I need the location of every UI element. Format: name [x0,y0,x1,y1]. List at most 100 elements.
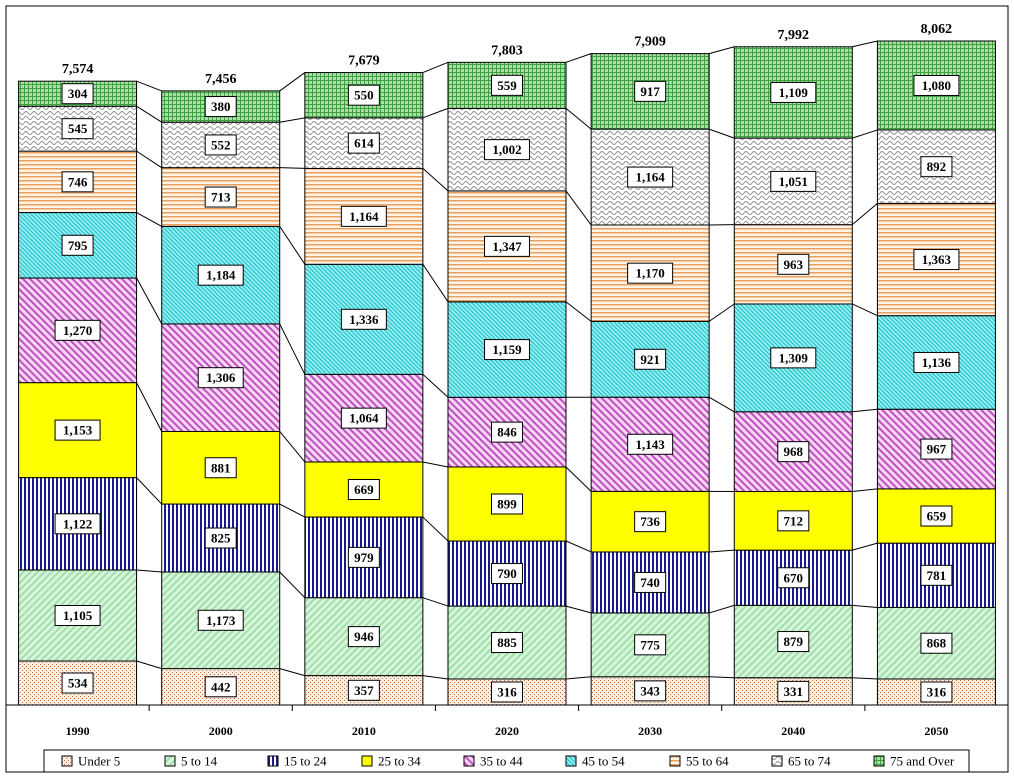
segment-value-label: 979 [354,550,374,565]
segment-label-box [484,139,530,161]
segment-value-label: 316 [497,684,517,699]
segment-label-box [347,679,380,701]
segment-value-label: 659 [927,509,947,524]
series-connector [422,675,449,680]
series-connector [279,167,305,169]
series-connector [136,80,162,92]
segment-label-box [634,680,667,702]
legend-entry: 5 to 14 [181,754,218,769]
segment-label-box [627,262,674,284]
series-connector [565,676,592,680]
segment-label-box [920,156,953,178]
segment-value-label: 736 [640,514,660,529]
segment-value-label: 357 [354,683,374,698]
segment-label-box [204,457,237,479]
segment-label-box [54,605,101,627]
segment-value-label: 712 [784,513,804,528]
total-label: 8,062 [921,22,953,37]
series-connector [422,264,449,303]
segment-value-label: 1,164 [349,209,379,224]
segment-label-box [627,166,674,188]
segment-label-box [913,74,960,96]
segment-value-label: 670 [784,570,804,585]
segment-value-label: 304 [68,86,88,101]
segment-value-label: 885 [497,635,517,650]
series-connector [852,303,878,317]
series-connector [708,128,735,139]
legend-entry: 35 to 44 [480,754,523,769]
segment-value-label: 917 [640,84,660,99]
segment-value-label: 1,164 [636,170,666,185]
segment-label-box [204,527,237,549]
segment-label-box [913,249,960,271]
segment-value-label: 1,080 [922,78,951,93]
segment-label-box [920,438,953,460]
x-tick-label: 2020 [495,724,519,738]
series-connector [851,203,878,226]
segment-value-label: 552 [211,137,231,152]
segment-value-label: 1,109 [779,85,809,100]
series-connector [279,431,306,463]
segment-label-box [491,681,523,703]
segment-value-label: 343 [640,683,660,698]
segment-label-box [61,234,94,256]
legend-swatch [361,755,373,767]
segment-label-box [777,253,810,275]
segment-label-box [54,419,101,441]
segment-value-label: 881 [211,460,231,475]
series-connector [852,542,878,551]
series-connector [279,503,306,518]
segment-label-box [920,505,953,527]
segment-value-label: 781 [927,568,947,583]
segment-value-label: 846 [497,425,517,440]
segment-label-box [204,186,237,208]
segment-value-label: 1,173 [206,613,236,628]
series-connector [565,53,592,63]
segment-value-label: 559 [497,78,517,93]
segment-label-box [197,609,244,631]
segment-value-label: 1,347 [492,239,522,254]
segment-label-box [484,339,530,361]
legend-entry: 15 to 24 [284,754,327,769]
segment-label-box [920,681,953,703]
segment-label-box [770,347,817,369]
segment-value-label: 946 [354,629,374,644]
segment-value-label: 1,136 [922,355,952,370]
segment-label-box [777,567,810,589]
series-connector [852,408,878,413]
segment-value-label: 868 [927,636,947,651]
segment-label-box [777,680,810,702]
legend-entry: 55 to 64 [686,754,729,769]
total-label: 7,679 [348,54,380,69]
series-connector [136,212,162,227]
segment-value-label: 1,306 [206,370,236,385]
segment-value-label: 1,170 [636,266,665,281]
segment-label-box [920,564,953,586]
segment-label-box [61,672,94,694]
segment-value-label: 545 [68,121,88,136]
series-connector [852,488,878,493]
legend-swatch [164,755,176,767]
segment-label-box [491,632,523,654]
series-connector [709,676,735,679]
segment-label-box [204,96,237,118]
bars-group [18,40,996,706]
segment-label-box [347,84,380,106]
segment-value-label: 963 [784,257,804,272]
segment-labels-group: 534 1,105 1,122 1,153 1,270 795 746 545 304 442 1,… [54,74,960,703]
series-connector [565,107,592,130]
x-axis: 1990 2000 2010 2020 2030 2040 2050 [5,704,1009,738]
segment-label-box [634,571,667,593]
segment-value-label: 775 [640,637,660,652]
legend-entry: Under 5 [78,754,120,769]
bar-segment-2050-75-and-over [876,40,996,131]
series-connector [136,477,163,505]
series-connector [422,107,449,119]
segment-label-box [634,511,667,533]
total-label: 7,803 [491,43,523,58]
x-tick-label: 2000 [209,724,233,738]
segment-value-label: 1,143 [636,437,666,452]
series-connector [852,677,878,680]
segment-label-box [61,118,94,140]
segment-value-label: 740 [640,575,660,590]
